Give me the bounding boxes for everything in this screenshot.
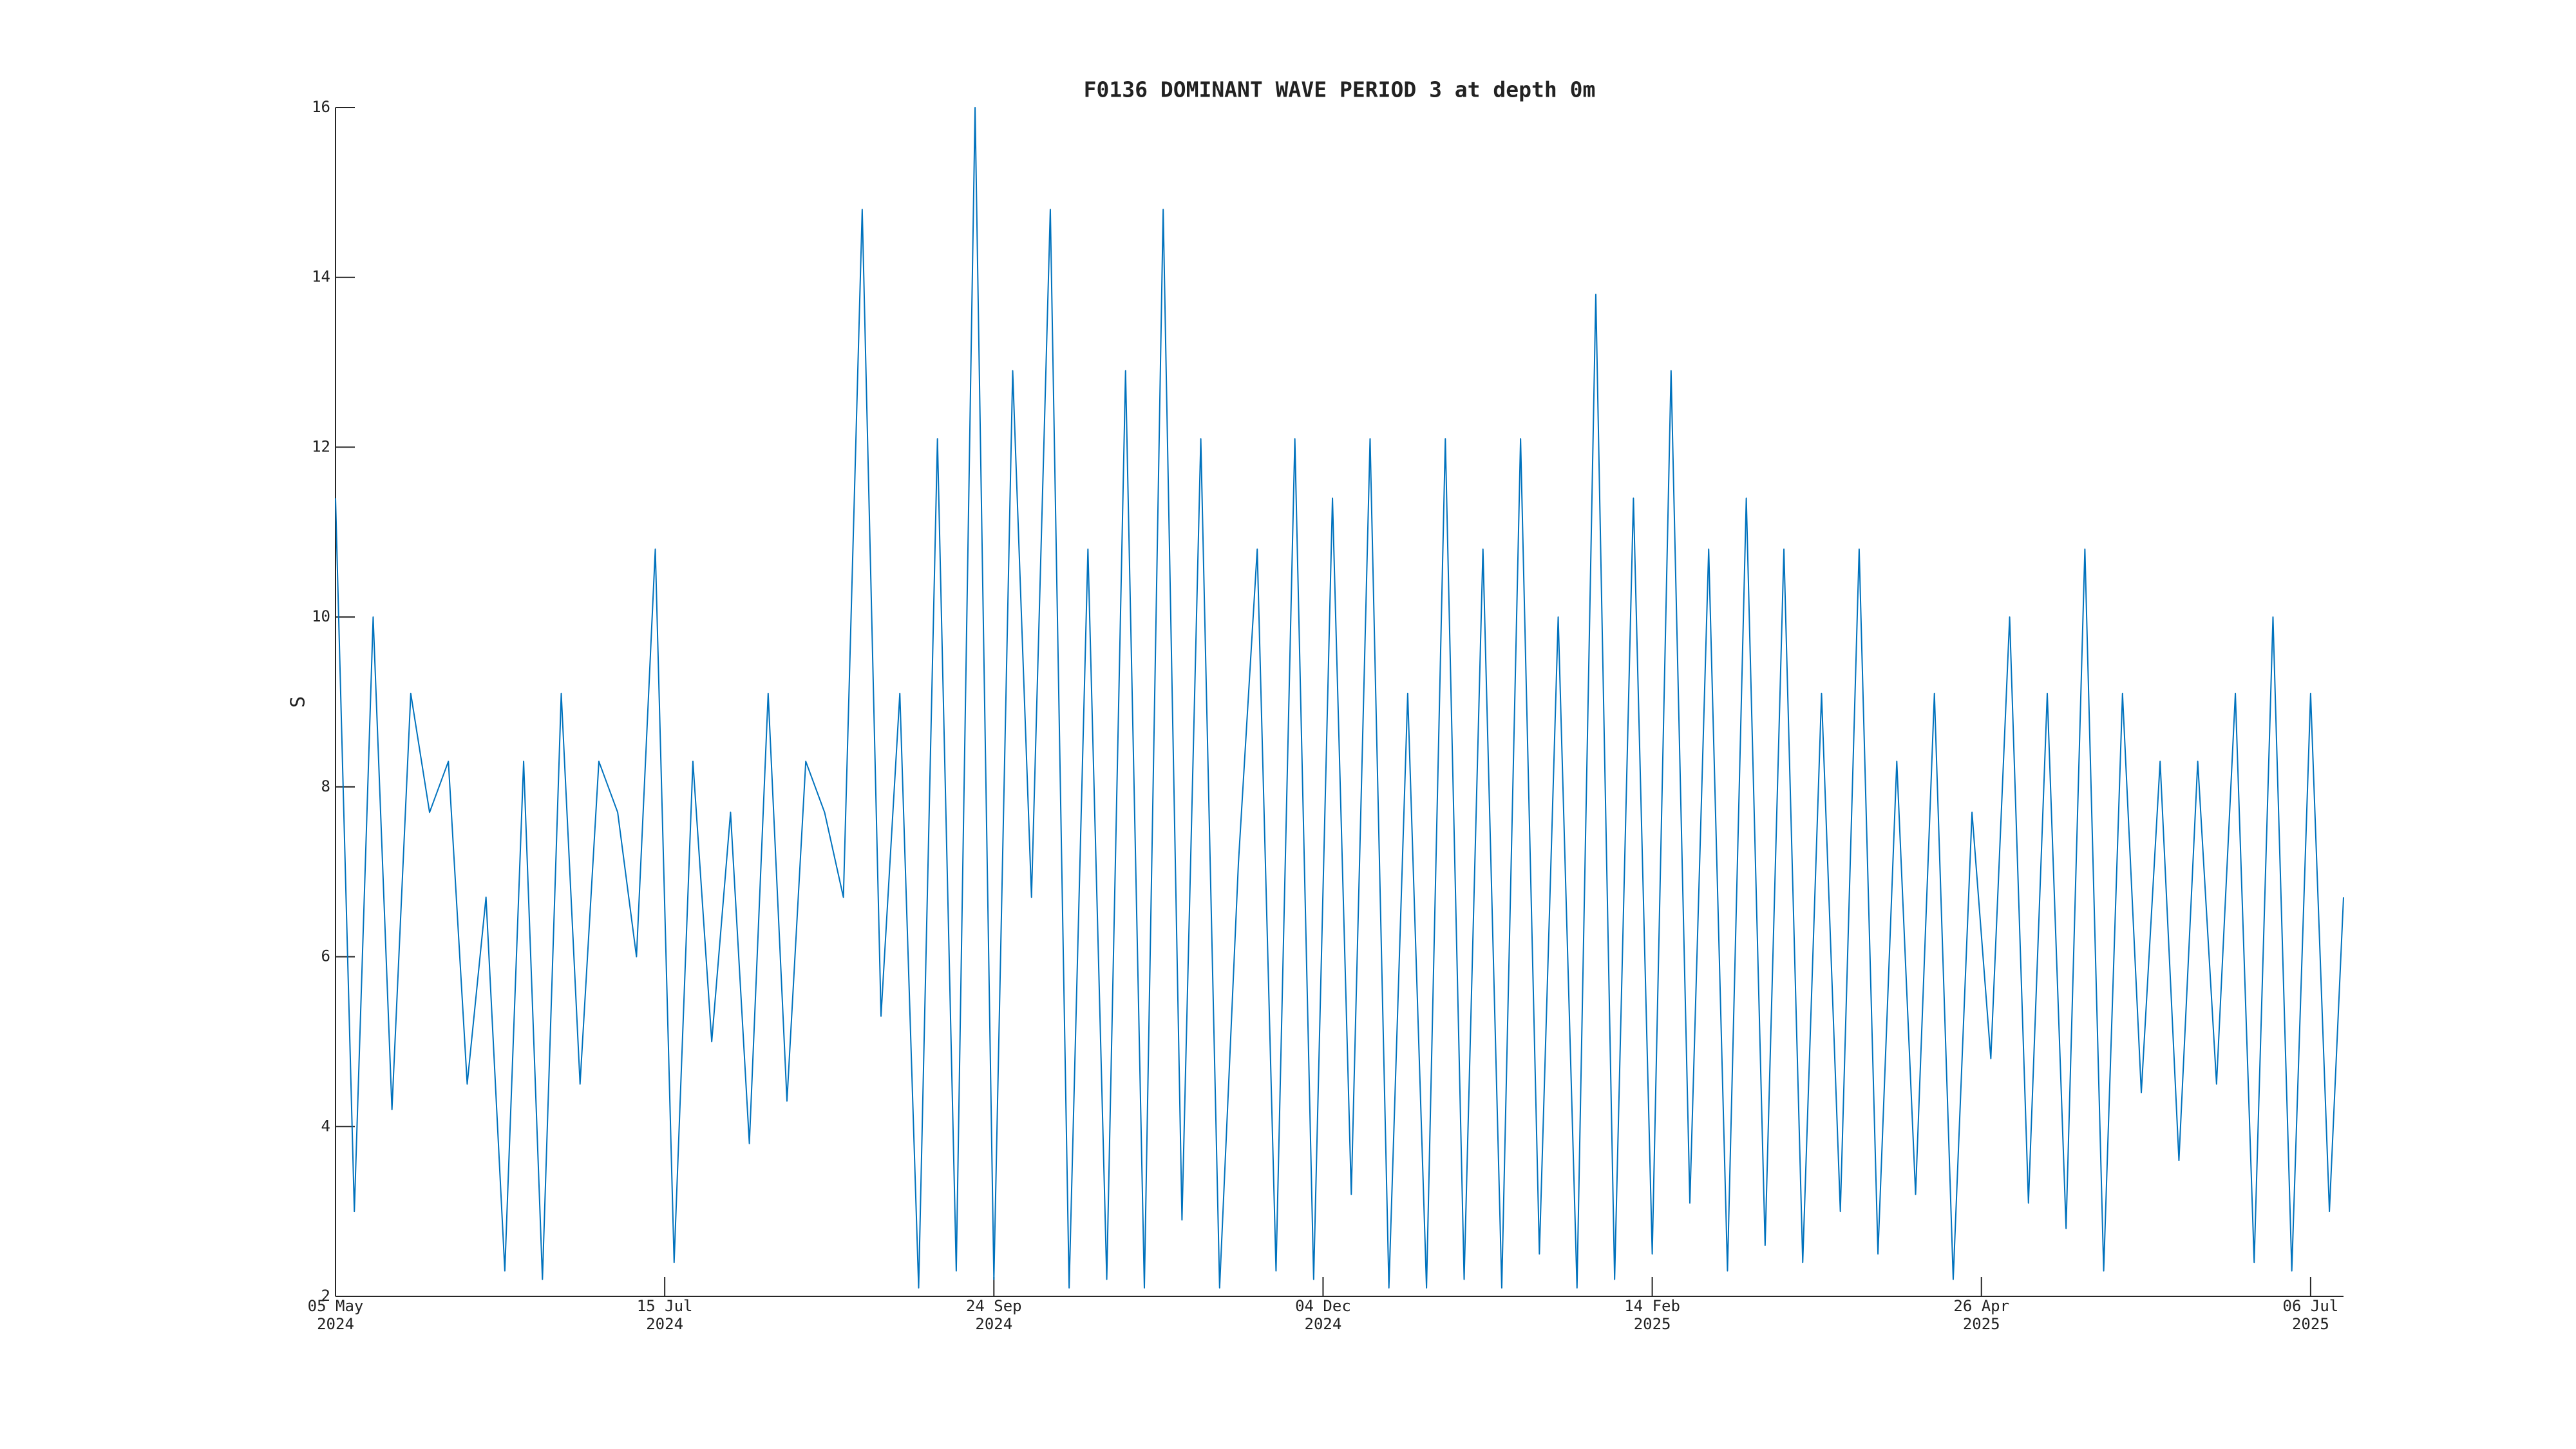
x-tick-label: 2025 — [1634, 1315, 1671, 1333]
y-tick-label: 2 — [321, 1287, 330, 1305]
x-tick-label: 26 Apr — [1953, 1297, 2009, 1315]
x-tick-label: 2024 — [317, 1315, 354, 1333]
y-axis-label: S — [287, 696, 310, 708]
x-tick-label: 04 Dec — [1295, 1297, 1351, 1315]
x-tick-label: 06 Jul — [2283, 1297, 2339, 1315]
x-tick-label: 24 Sep — [966, 1297, 1022, 1315]
data-line — [335, 107, 2344, 1289]
x-tick-label: 2025 — [2292, 1315, 2329, 1333]
y-tick-label: 10 — [312, 607, 330, 625]
x-tick-label: 15 Jul — [637, 1297, 693, 1315]
x-tick-label: 2025 — [1963, 1315, 2000, 1333]
y-tick-label: 6 — [321, 947, 330, 965]
x-tick-label: 2024 — [975, 1315, 1012, 1333]
chart-title: F0136 DOMINANT WAVE PERIOD 3 at depth 0m — [1084, 77, 1596, 102]
y-tick-label: 12 — [312, 437, 330, 455]
x-tick-label: 05 May — [308, 1297, 364, 1315]
y-tick-label: 16 — [312, 98, 330, 116]
y-tick-label: 8 — [321, 777, 330, 795]
x-tick-label: 2024 — [646, 1315, 683, 1333]
y-tick-label: 4 — [321, 1117, 330, 1135]
y-tick-label: 14 — [312, 268, 330, 286]
x-tick-label: 2024 — [1305, 1315, 1342, 1333]
x-tick-label: 14 Feb — [1624, 1297, 1680, 1315]
